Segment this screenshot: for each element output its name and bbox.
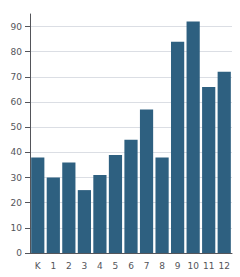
svg-text:4: 4 [97,261,103,271]
svg-text:12: 12 [219,261,230,271]
svg-text:2: 2 [66,261,72,271]
svg-text:9: 9 [175,261,181,271]
svg-text:70: 70 [11,72,23,82]
svg-text:40: 40 [11,147,23,157]
svg-text:10: 10 [187,261,199,271]
svg-text:K: K [35,261,42,271]
svg-text:7: 7 [144,261,150,271]
svg-text:0: 0 [16,248,22,258]
svg-text:20: 20 [11,198,23,208]
svg-text:8: 8 [159,261,165,271]
svg-text:5: 5 [113,261,119,271]
svg-text:80: 80 [11,47,23,57]
svg-text:11: 11 [203,261,214,271]
svg-text:30: 30 [11,173,23,183]
svg-text:60: 60 [11,97,23,107]
svg-text:3: 3 [82,261,88,271]
svg-text:1: 1 [50,261,56,271]
svg-text:50: 50 [11,122,23,132]
svg-text:10: 10 [11,223,23,233]
svg-text:90: 90 [11,22,23,32]
svg-text:6: 6 [128,261,134,271]
